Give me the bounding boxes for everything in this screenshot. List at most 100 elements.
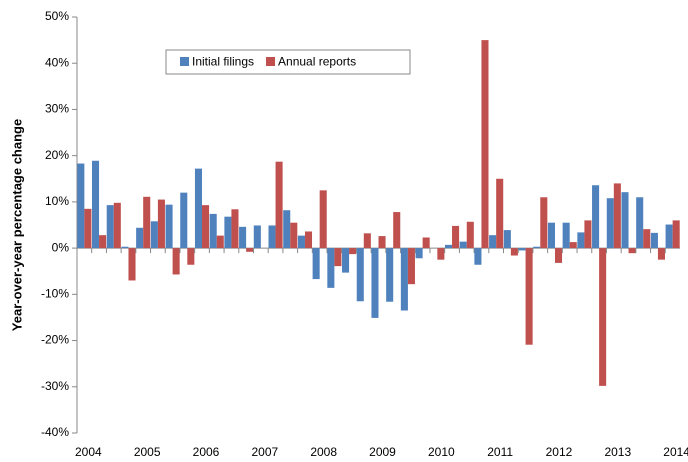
x-tick-label: 2014 bbox=[663, 445, 688, 459]
bar bbox=[304, 231, 313, 249]
bar bbox=[231, 209, 239, 249]
bar bbox=[452, 225, 460, 249]
bar bbox=[209, 213, 217, 249]
x-tick-label: 2005 bbox=[134, 445, 161, 459]
y-tick-label: -30% bbox=[41, 379, 69, 393]
y-tick-label: -10% bbox=[41, 287, 69, 301]
bar bbox=[290, 222, 298, 249]
bar bbox=[386, 248, 394, 302]
bar bbox=[283, 210, 291, 249]
legend-label: Annual reports bbox=[278, 55, 356, 69]
x-tick-label: 2007 bbox=[251, 445, 278, 459]
legend-box bbox=[165, 49, 411, 75]
bar bbox=[356, 248, 364, 302]
bar bbox=[378, 236, 386, 249]
x-tick-label: 2010 bbox=[428, 445, 455, 459]
x-tick-label: 2008 bbox=[310, 445, 337, 459]
bar bbox=[547, 222, 555, 249]
bar bbox=[121, 246, 129, 249]
bar bbox=[363, 233, 371, 249]
y-axis-label: Year-over-year percentage change bbox=[9, 119, 24, 331]
bar bbox=[349, 248, 357, 255]
bar bbox=[371, 248, 379, 318]
bar bbox=[128, 248, 136, 281]
bar bbox=[297, 235, 305, 249]
bar bbox=[165, 204, 173, 249]
bar bbox=[562, 222, 570, 249]
bar bbox=[216, 235, 224, 249]
x-tick-label: 2009 bbox=[369, 445, 396, 459]
bar bbox=[636, 197, 644, 249]
bar bbox=[400, 248, 408, 311]
bar bbox=[342, 248, 350, 273]
bar bbox=[275, 161, 283, 249]
bar bbox=[422, 237, 430, 249]
bar bbox=[246, 248, 254, 252]
legend-swatch bbox=[180, 57, 189, 66]
bar bbox=[525, 248, 533, 345]
bar bbox=[106, 205, 114, 249]
bar bbox=[172, 248, 180, 275]
bar bbox=[496, 178, 504, 249]
bar bbox=[239, 226, 247, 249]
bar bbox=[489, 235, 497, 249]
y-tick-label: 0% bbox=[52, 240, 70, 254]
bar bbox=[474, 248, 482, 265]
bar bbox=[665, 224, 673, 249]
x-tick-label: 2012 bbox=[546, 445, 573, 459]
x-tick-label: 2004 bbox=[75, 445, 102, 459]
bar bbox=[569, 242, 577, 249]
bar bbox=[77, 163, 85, 249]
bar bbox=[459, 241, 467, 249]
bar bbox=[643, 229, 651, 249]
y-tick-label: -40% bbox=[41, 425, 69, 439]
bar bbox=[606, 198, 614, 249]
legend: Initial filings Annual reports bbox=[165, 49, 411, 75]
bar bbox=[577, 232, 585, 249]
bar bbox=[554, 248, 563, 263]
bar bbox=[481, 40, 489, 249]
bar bbox=[150, 221, 158, 249]
bar bbox=[187, 248, 195, 265]
bar bbox=[202, 205, 210, 249]
bar bbox=[510, 248, 518, 256]
bar bbox=[224, 216, 232, 249]
bar bbox=[444, 244, 453, 249]
x-tick-label: 2006 bbox=[193, 445, 220, 459]
bar bbox=[334, 248, 342, 267]
bar bbox=[415, 248, 423, 259]
y-tick-label: 30% bbox=[45, 102, 69, 116]
bar bbox=[503, 230, 511, 249]
bar bbox=[268, 225, 276, 249]
y-tick-label: 10% bbox=[45, 194, 69, 208]
bar bbox=[437, 248, 445, 260]
y-tick-label: 50% bbox=[45, 9, 69, 23]
bar bbox=[180, 192, 188, 249]
bar bbox=[533, 246, 541, 249]
bar bbox=[99, 235, 107, 249]
bar bbox=[143, 196, 151, 249]
bar bbox=[393, 212, 401, 249]
bar bbox=[157, 199, 165, 249]
bar bbox=[253, 225, 261, 249]
bar bbox=[319, 190, 327, 249]
bar bbox=[312, 248, 320, 280]
bar bbox=[194, 168, 203, 249]
bar bbox=[92, 160, 100, 249]
bar bbox=[592, 185, 600, 249]
bar bbox=[621, 192, 629, 249]
bar bbox=[672, 220, 680, 249]
bar bbox=[628, 248, 636, 254]
bar bbox=[407, 248, 415, 285]
bar bbox=[650, 232, 658, 249]
bar bbox=[136, 227, 144, 249]
bar bbox=[518, 248, 526, 251]
bar bbox=[113, 202, 121, 249]
bar bbox=[657, 248, 665, 260]
bar bbox=[613, 183, 621, 249]
bar bbox=[540, 197, 548, 249]
x-tick-label: 2011 bbox=[487, 445, 513, 459]
bar bbox=[84, 208, 92, 249]
y-tick-label: -20% bbox=[41, 333, 69, 347]
